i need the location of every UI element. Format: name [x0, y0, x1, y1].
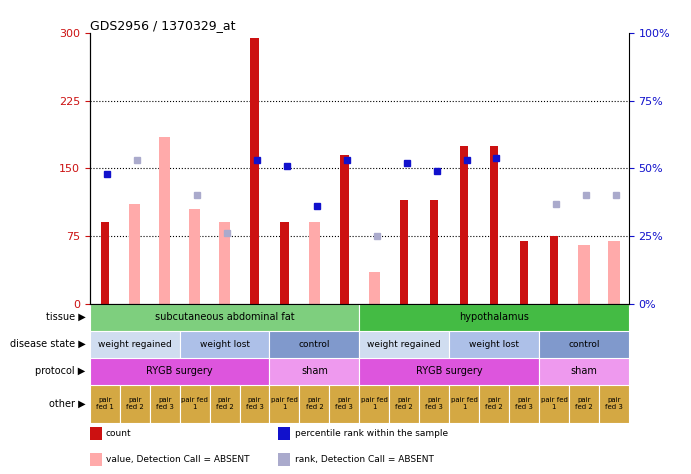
Bar [219, 222, 230, 304]
Bar [359, 358, 539, 385]
Bar [180, 385, 209, 423]
Bar [359, 331, 449, 358]
Text: weight lost: weight lost [200, 340, 249, 349]
Bar [90, 427, 102, 440]
Bar [490, 146, 498, 304]
Text: sham: sham [571, 366, 597, 376]
Bar [359, 304, 629, 331]
Text: tissue ▶: tissue ▶ [46, 312, 86, 322]
Text: pair
fed 2: pair fed 2 [485, 397, 503, 410]
Text: percentile rank within the sample: percentile rank within the sample [294, 429, 448, 438]
Text: pair
fed 2: pair fed 2 [395, 397, 413, 410]
Bar [150, 385, 180, 423]
Bar [389, 385, 419, 423]
Text: pair
fed 3: pair fed 3 [425, 397, 443, 410]
Text: pair fed
1: pair fed 1 [181, 397, 208, 410]
Text: count: count [106, 429, 131, 438]
Text: RYGB surgery: RYGB surgery [146, 366, 213, 376]
Bar [419, 385, 449, 423]
Bar [269, 385, 299, 423]
Text: sham: sham [301, 366, 328, 376]
Bar [278, 453, 290, 465]
Bar [90, 331, 180, 358]
Bar [359, 385, 389, 423]
Text: pair
fed 3: pair fed 3 [245, 397, 263, 410]
Text: pair
fed 3: pair fed 3 [335, 397, 353, 410]
Bar [608, 240, 620, 304]
Text: pair fed
1: pair fed 1 [361, 397, 388, 410]
Text: pair fed
1: pair fed 1 [540, 397, 567, 410]
Bar [269, 358, 359, 385]
Bar [509, 385, 539, 423]
Bar [520, 240, 528, 304]
Text: pair
fed 3: pair fed 3 [155, 397, 173, 410]
Text: control: control [299, 340, 330, 349]
Bar [539, 358, 629, 385]
Text: RYGB surgery: RYGB surgery [416, 366, 482, 376]
Bar [368, 272, 380, 304]
Bar [90, 453, 102, 465]
Bar [90, 358, 269, 385]
Text: hypothalamus: hypothalamus [459, 312, 529, 322]
Bar [240, 385, 269, 423]
Bar [430, 200, 438, 304]
Bar [578, 245, 589, 304]
Bar [269, 331, 359, 358]
Text: pair fed
1: pair fed 1 [451, 397, 477, 410]
Text: weight regained: weight regained [368, 340, 441, 349]
Bar [449, 331, 539, 358]
Text: rank, Detection Call = ABSENT: rank, Detection Call = ABSENT [294, 455, 433, 464]
Text: pair fed
1: pair fed 1 [271, 397, 298, 410]
Bar [550, 236, 558, 304]
Text: subcutaneous abdominal fat: subcutaneous abdominal fat [155, 312, 294, 322]
Bar [101, 222, 109, 304]
Bar [330, 385, 359, 423]
Bar [180, 331, 269, 358]
Text: value, Detection Call = ABSENT: value, Detection Call = ABSENT [106, 455, 249, 464]
Bar [129, 204, 140, 304]
Bar [460, 146, 468, 304]
Bar [159, 137, 171, 304]
Bar [90, 385, 120, 423]
Bar [309, 222, 320, 304]
Bar [569, 385, 599, 423]
Bar [189, 209, 200, 304]
Bar [250, 38, 258, 304]
Bar [539, 385, 569, 423]
Text: pair
fed 2: pair fed 2 [126, 397, 144, 410]
Text: pair
fed 2: pair fed 2 [575, 397, 593, 410]
Text: pair
fed 1: pair fed 1 [96, 397, 114, 410]
Bar [539, 331, 629, 358]
Bar [209, 385, 240, 423]
Bar [278, 427, 290, 440]
Bar [340, 155, 348, 304]
Text: protocol ▶: protocol ▶ [35, 366, 86, 376]
Text: control: control [568, 340, 600, 349]
Text: GDS2956 / 1370329_at: GDS2956 / 1370329_at [90, 19, 236, 32]
Bar [90, 304, 359, 331]
Bar [299, 385, 330, 423]
Bar [120, 385, 150, 423]
Bar [479, 385, 509, 423]
Text: weight lost: weight lost [469, 340, 519, 349]
Bar [449, 385, 479, 423]
Text: weight regained: weight regained [98, 340, 171, 349]
Bar [400, 200, 408, 304]
Text: other ▶: other ▶ [49, 399, 86, 409]
Text: pair
fed 3: pair fed 3 [515, 397, 533, 410]
Bar [599, 385, 629, 423]
Bar [281, 222, 289, 304]
Text: pair
fed 2: pair fed 2 [216, 397, 234, 410]
Text: pair
fed 3: pair fed 3 [605, 397, 623, 410]
Text: disease state ▶: disease state ▶ [10, 339, 86, 349]
Text: pair
fed 2: pair fed 2 [305, 397, 323, 410]
